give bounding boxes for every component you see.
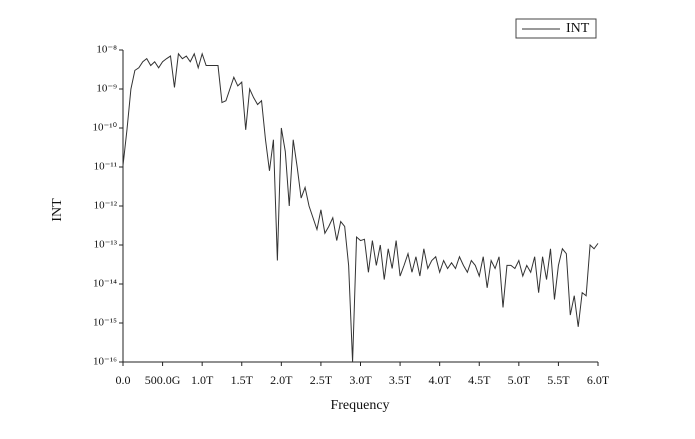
x-tick-label: 5.0T xyxy=(508,373,531,387)
y-tick-label: 10⁻¹² xyxy=(94,200,118,212)
y-axis-label: INT xyxy=(50,198,65,222)
y-tick-label: 10⁻⁸ xyxy=(96,44,117,56)
x-tick-label: 3.0T xyxy=(349,373,372,387)
y-tick-label: 10⁻¹³ xyxy=(94,239,118,251)
y-tick-label: 10⁻¹⁵ xyxy=(93,317,117,329)
legend-label: INT xyxy=(566,21,590,36)
x-tick-label: 2.0T xyxy=(270,373,293,387)
x-tick-label: 5.5T xyxy=(547,373,570,387)
x-tick-label: 500.0G xyxy=(145,373,181,387)
y-tick-label: 10⁻⁹ xyxy=(96,83,117,95)
x-tick-label: 3.5T xyxy=(389,373,412,387)
y-tick-label: 10⁻¹⁶ xyxy=(93,356,117,368)
x-tick-label: 1.5T xyxy=(231,373,254,387)
data-line xyxy=(122,52,599,363)
x-tick-label: 1.0T xyxy=(191,373,214,387)
x-tick-label: 2.5T xyxy=(310,373,333,387)
y-tick-label: 10⁻¹¹ xyxy=(94,161,117,173)
x-tick-label: 6.0T xyxy=(587,373,610,387)
y-tick-label: 10⁻¹⁴ xyxy=(93,278,117,290)
y-tick-label: 10⁻¹⁰ xyxy=(92,122,117,134)
x-tick-label: 4.0T xyxy=(428,373,451,387)
x-axis-label: Frequency xyxy=(330,398,389,413)
x-tick-label: 0.0 xyxy=(116,373,131,387)
x-tick-label: 4.5T xyxy=(468,373,491,387)
